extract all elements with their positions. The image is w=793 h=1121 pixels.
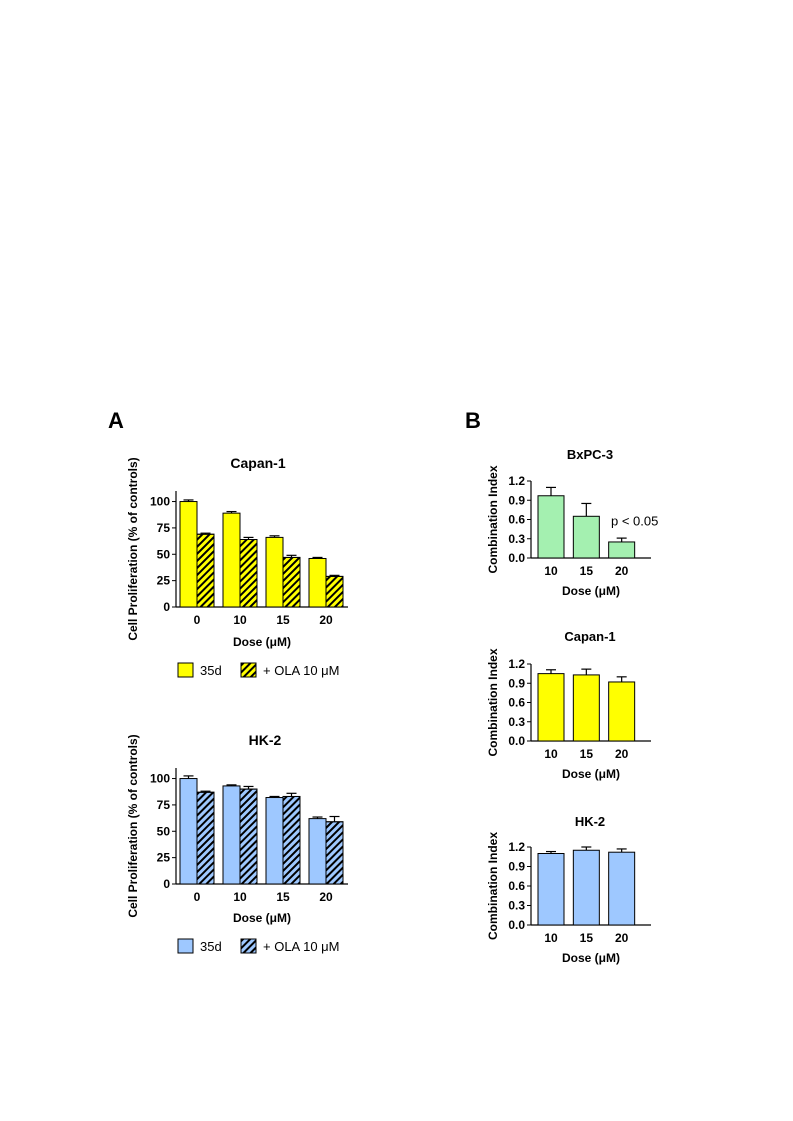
y-tick-label: 0.9 (508, 860, 525, 874)
y-tick-label: 25 (157, 574, 171, 588)
chart-title: HK-2 (575, 814, 605, 829)
y-axis-label: Cell Proliferation (% of controls) (126, 457, 140, 640)
bar (265, 536, 284, 608)
x-tick-label: 10 (544, 931, 558, 945)
y-tick-label: 0.3 (508, 715, 525, 729)
y-axis-label: Combination Index (486, 832, 500, 940)
bar (572, 515, 600, 559)
bar-hatch (282, 795, 301, 885)
y-tick-label: 100 (150, 495, 170, 509)
x-axis-label: Dose (μM) (233, 635, 291, 649)
x-tick-label: 10 (233, 613, 247, 627)
y-tick-label: 50 (157, 824, 171, 838)
x-axis-label: Dose (μM) (562, 951, 620, 965)
bar-hatch (196, 533, 215, 608)
chart-B-capan1: Capan-1 0.0 0.3 0.6 0.9 1.2 Combination Index 1… (486, 629, 651, 781)
x-tick-label: 10 (544, 564, 558, 578)
bar (308, 818, 327, 885)
y-tick-label: 0.6 (508, 696, 525, 710)
x-tick-label: 20 (615, 564, 629, 578)
bar-hatch (325, 575, 344, 608)
bar (179, 501, 198, 608)
bar (537, 673, 565, 742)
legend-swatch (177, 662, 194, 678)
bar (179, 778, 198, 885)
x-axis-label: Dose (μM) (562, 584, 620, 598)
x-axis-label: Dose (μM) (233, 911, 291, 925)
x-tick-label: 15 (580, 931, 594, 945)
y-axis-label: Combination Index (486, 648, 500, 756)
x-tick-label: 15 (276, 890, 290, 904)
y-tick-label: 0 (163, 600, 170, 614)
x-tick-label: 15 (580, 564, 594, 578)
bar (608, 851, 636, 926)
bar-hatch (239, 788, 258, 885)
x-tick-label: 15 (580, 747, 594, 761)
y-tick-label: 0.9 (508, 676, 525, 690)
legend-swatch-hatch (240, 662, 257, 678)
x-axis-label: Dose (μM) (562, 767, 620, 781)
y-tick-label: 0.6 (508, 879, 525, 893)
y-tick-label: 25 (157, 851, 171, 865)
bar-hatch (196, 791, 215, 885)
y-tick-label: 1.2 (508, 474, 525, 488)
y-tick-label: 0.3 (508, 899, 525, 913)
chart-title: Capan-1 (230, 455, 285, 471)
x-tick-label: 20 (319, 890, 333, 904)
legend-label: + OLA 10 μM (263, 939, 340, 954)
bar (308, 557, 327, 608)
legend-label: 35d (200, 939, 222, 954)
x-tick-label: 10 (233, 890, 247, 904)
bar (608, 541, 636, 559)
y-tick-label: 0.0 (508, 734, 525, 748)
x-tick-label: 20 (615, 747, 629, 761)
bar-hatch (282, 556, 301, 608)
bar (222, 785, 241, 885)
y-tick-label: 0 (163, 877, 170, 891)
x-tick-label: 15 (276, 613, 290, 627)
significance-annotation: p < 0.05 (611, 514, 658, 529)
chart-B-bxpc3: BxPC-3 0.0 0.3 0.6 0.9 1.2 Combination Index 10… (486, 447, 658, 598)
panel-label-b: B (465, 408, 481, 433)
bar (608, 681, 636, 742)
panel-label-a: A (108, 408, 124, 433)
chart-title: BxPC-3 (567, 447, 613, 462)
y-tick-label: 0.0 (508, 918, 525, 932)
y-tick-label: 75 (157, 521, 171, 535)
bar (572, 674, 600, 742)
legend-label: 35d (200, 663, 222, 678)
x-tick-label: 20 (319, 613, 333, 627)
y-tick-label: 0.3 (508, 532, 525, 546)
legend-label: + OLA 10 μM (263, 663, 340, 678)
y-tick-label: 0.9 (508, 493, 525, 507)
x-tick-label: 0 (194, 890, 201, 904)
chart-B-hk2: HK-2 0.0 0.3 0.6 0.9 1.2 Combination Index 10 15… (486, 814, 651, 965)
bar (537, 853, 565, 926)
bar-hatch (325, 821, 344, 885)
y-tick-label: 1.2 (508, 657, 525, 671)
bar (572, 849, 600, 926)
x-tick-label: 10 (544, 747, 558, 761)
y-axis-label: Cell Proliferation (% of controls) (126, 734, 140, 917)
y-tick-label: 100 (150, 772, 170, 786)
chart-title: HK-2 (249, 732, 282, 748)
y-tick-label: 0.0 (508, 551, 525, 565)
x-tick-label: 0 (194, 613, 201, 627)
y-tick-label: 75 (157, 798, 171, 812)
bar (222, 512, 241, 608)
legend-swatch-hatch (240, 938, 257, 954)
bar (265, 797, 284, 885)
y-tick-label: 1.2 (508, 840, 525, 854)
bar-hatch (239, 539, 258, 608)
legend-swatch (177, 938, 194, 954)
y-tick-label: 0.6 (508, 513, 525, 527)
bar (537, 495, 565, 559)
y-axis-label: Combination Index (486, 465, 500, 573)
chart-title: Capan-1 (564, 629, 615, 644)
y-tick-label: 50 (157, 547, 171, 561)
x-tick-label: 20 (615, 931, 629, 945)
